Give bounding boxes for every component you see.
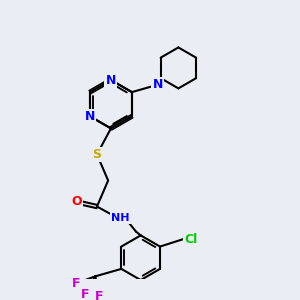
Text: N: N — [153, 78, 163, 91]
Text: F: F — [94, 290, 103, 300]
Text: F: F — [81, 288, 89, 300]
Text: Cl: Cl — [184, 232, 197, 246]
Text: S: S — [92, 148, 101, 161]
Text: NH: NH — [111, 213, 130, 223]
Text: F: F — [72, 277, 80, 290]
Text: N: N — [106, 74, 116, 86]
Text: O: O — [71, 195, 82, 208]
Text: N: N — [85, 110, 95, 123]
